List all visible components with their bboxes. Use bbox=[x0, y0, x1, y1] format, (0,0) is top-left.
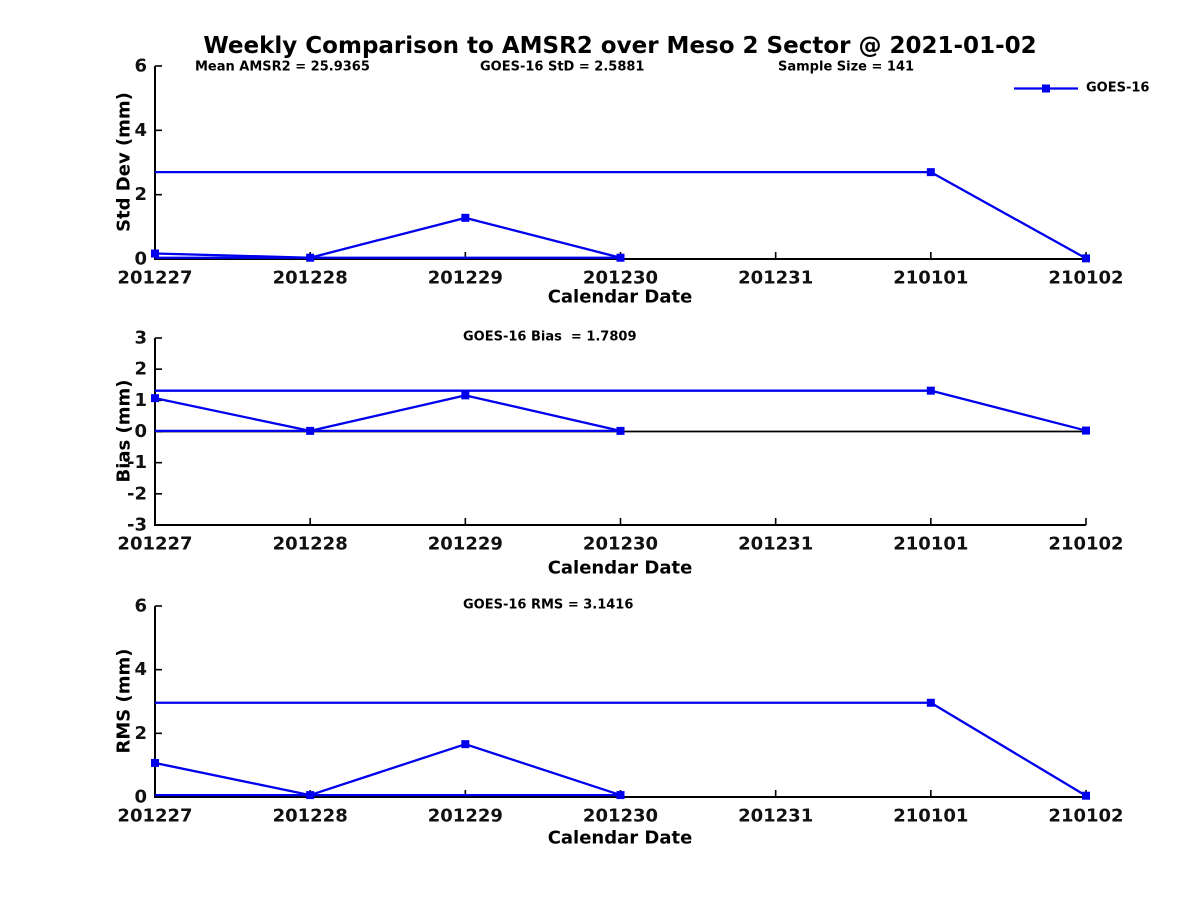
svg-text:-3: -3 bbox=[127, 515, 147, 536]
ylabel-std-dev: Std Dev (mm) bbox=[113, 92, 135, 232]
svg-text:210101: 210101 bbox=[893, 534, 968, 555]
annotation-mean-amsr2: Mean AMSR2 = 25.9365 bbox=[195, 59, 370, 75]
svg-text:201227: 201227 bbox=[117, 806, 192, 827]
annotation-goes16-bias: GOES-16 Bias = 1.7809 bbox=[463, 329, 637, 345]
annotation-goes16-std: GOES-16 StD = 2.5881 bbox=[480, 59, 645, 75]
svg-text:210101: 210101 bbox=[893, 268, 968, 289]
svg-text:201228: 201228 bbox=[273, 268, 348, 289]
svg-text:0: 0 bbox=[134, 787, 147, 808]
xlabel-calendar-date-top: Calendar Date bbox=[547, 286, 693, 308]
svg-text:210102: 210102 bbox=[1048, 806, 1123, 827]
square-icon bbox=[1042, 84, 1050, 92]
svg-text:201228: 201228 bbox=[273, 534, 348, 555]
figure-title: Weekly Comparison to AMSR2 over Meso 2 S… bbox=[203, 33, 1037, 59]
svg-text:0: 0 bbox=[134, 421, 147, 442]
svg-text:2: 2 bbox=[134, 723, 147, 744]
legend-label: GOES-16 bbox=[1086, 80, 1150, 96]
ylabel-bias: Bias (mm) bbox=[113, 379, 135, 483]
svg-text:201230: 201230 bbox=[583, 534, 658, 555]
svg-text:-1: -1 bbox=[127, 452, 147, 473]
svg-text:210102: 210102 bbox=[1048, 534, 1123, 555]
svg-text:201230: 201230 bbox=[583, 806, 658, 827]
svg-text:201231: 201231 bbox=[738, 268, 813, 289]
legend: GOES-16 bbox=[1013, 81, 1149, 96]
svg-text:6: 6 bbox=[134, 56, 147, 77]
annotation-sample-size: Sample Size = 141 bbox=[778, 59, 915, 75]
svg-text:201231: 201231 bbox=[738, 534, 813, 555]
svg-text:4: 4 bbox=[134, 659, 147, 680]
svg-text:201227: 201227 bbox=[117, 268, 192, 289]
svg-text:210101: 210101 bbox=[893, 806, 968, 827]
svg-text:4: 4 bbox=[134, 120, 147, 141]
svg-text:210102: 210102 bbox=[1048, 268, 1123, 289]
svg-text:201229: 201229 bbox=[428, 806, 503, 827]
xlabel-calendar-date-bottom: Calendar Date bbox=[547, 827, 693, 849]
svg-text:0: 0 bbox=[134, 249, 147, 270]
svg-text:201231: 201231 bbox=[738, 806, 813, 827]
ylabel-rms: RMS (mm) bbox=[113, 648, 135, 754]
xlabel-calendar-date-middle: Calendar Date bbox=[547, 557, 693, 579]
svg-text:2: 2 bbox=[134, 184, 147, 205]
svg-text:2: 2 bbox=[134, 359, 147, 380]
svg-text:201229: 201229 bbox=[428, 534, 503, 555]
svg-text:1: 1 bbox=[134, 390, 147, 411]
svg-text:201230: 201230 bbox=[583, 268, 658, 289]
svg-text:201228: 201228 bbox=[273, 806, 348, 827]
svg-text:-2: -2 bbox=[127, 483, 147, 504]
svg-text:201227: 201227 bbox=[117, 534, 192, 555]
legend-line-sample bbox=[1014, 84, 1078, 92]
annotation-goes16-rms: GOES-16 RMS = 3.1416 bbox=[463, 597, 634, 613]
svg-text:6: 6 bbox=[134, 596, 147, 617]
svg-text:201229: 201229 bbox=[428, 268, 503, 289]
svg-text:3: 3 bbox=[134, 328, 147, 349]
